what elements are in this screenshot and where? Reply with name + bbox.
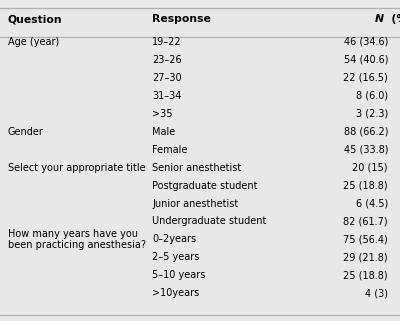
Text: How many years have you: How many years have you xyxy=(8,229,138,239)
Text: Postgraduate student: Postgraduate student xyxy=(152,180,258,191)
Text: 45 (33.8): 45 (33.8) xyxy=(344,144,388,155)
Text: 19–22: 19–22 xyxy=(152,37,182,47)
Text: Junior anesthetist: Junior anesthetist xyxy=(152,198,238,209)
Text: Response: Response xyxy=(152,14,211,24)
Text: Question: Question xyxy=(8,14,63,24)
Text: 20 (15): 20 (15) xyxy=(352,162,388,173)
Text: 75 (56.4): 75 (56.4) xyxy=(343,234,388,245)
Text: >10years: >10years xyxy=(152,288,199,299)
Text: 88 (66.2): 88 (66.2) xyxy=(344,126,388,137)
Text: 46 (34.6): 46 (34.6) xyxy=(344,37,388,47)
Text: 3 (2.3): 3 (2.3) xyxy=(356,108,388,119)
Text: 54 (40.6): 54 (40.6) xyxy=(344,55,388,65)
Text: Gender: Gender xyxy=(8,126,44,137)
Text: been practicing anesthesia?: been practicing anesthesia? xyxy=(8,240,146,250)
Text: 29 (21.8): 29 (21.8) xyxy=(343,252,388,263)
Text: 82 (61.7): 82 (61.7) xyxy=(343,216,388,227)
Text: 22 (16.5): 22 (16.5) xyxy=(343,73,388,83)
Text: Senior anesthetist: Senior anesthetist xyxy=(152,162,241,173)
Text: 2–5 years: 2–5 years xyxy=(152,252,199,263)
Text: Age (year): Age (year) xyxy=(8,37,59,47)
Text: Female: Female xyxy=(152,144,187,155)
Text: 5–10 years: 5–10 years xyxy=(152,270,205,281)
Text: 27–30: 27–30 xyxy=(152,73,182,83)
Text: (%): (%) xyxy=(384,14,400,24)
Text: 25 (18.8): 25 (18.8) xyxy=(343,270,388,281)
Text: N: N xyxy=(375,14,384,24)
Text: 23–26: 23–26 xyxy=(152,55,182,65)
Text: 31–34: 31–34 xyxy=(152,91,181,101)
Text: Male: Male xyxy=(152,126,175,137)
Text: 6 (4.5): 6 (4.5) xyxy=(356,198,388,209)
Text: 0–2years: 0–2years xyxy=(152,234,196,245)
Text: 8 (6.0): 8 (6.0) xyxy=(356,91,388,101)
Text: 25 (18.8): 25 (18.8) xyxy=(343,180,388,191)
Text: 4 (3): 4 (3) xyxy=(365,288,388,299)
Text: >35: >35 xyxy=(152,108,172,119)
Text: Undergraduate student: Undergraduate student xyxy=(152,216,266,227)
Text: Select your appropriate title: Select your appropriate title xyxy=(8,162,146,173)
